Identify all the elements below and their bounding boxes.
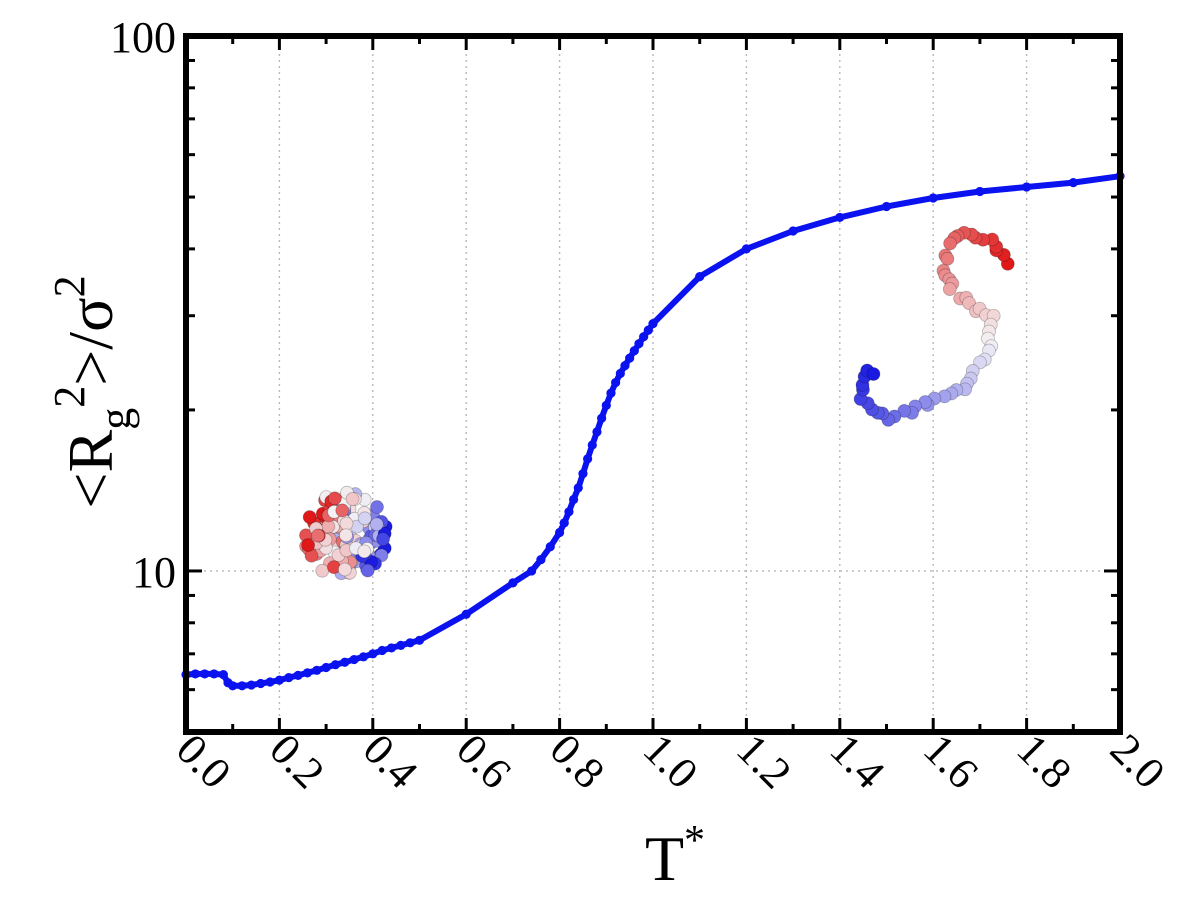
extended-polymer-inset	[853, 225, 1015, 427]
polymer-bead	[866, 367, 881, 381]
data-point	[508, 578, 518, 588]
polymer-bead	[337, 562, 352, 577]
data-point	[634, 339, 644, 349]
polymer-bead	[360, 563, 375, 578]
data-point	[302, 668, 313, 678]
data-point	[611, 377, 621, 388]
polymer-bead	[301, 538, 316, 552]
polymer-bead	[327, 491, 342, 506]
polymer-bead	[943, 236, 958, 251]
y-tick-labels: 10 100	[110, 13, 176, 597]
data-point	[256, 678, 266, 689]
data-point	[620, 361, 630, 371]
compact-polymer-inset	[299, 485, 393, 581]
data-point	[597, 413, 607, 423]
data-point	[321, 662, 331, 673]
data-point	[237, 681, 247, 691]
data-point	[559, 518, 569, 528]
data-point	[526, 566, 537, 576]
x-axis-title: T*	[645, 818, 705, 894]
polymer-bead	[345, 492, 360, 506]
polymer-bead	[357, 544, 372, 559]
data-point	[928, 193, 938, 203]
data-point	[629, 346, 639, 356]
data-point	[1022, 182, 1032, 192]
polymer-bead	[357, 511, 372, 526]
data-point	[564, 507, 574, 517]
polymer-bead	[973, 355, 987, 370]
data-point	[639, 332, 649, 342]
data-point	[536, 555, 546, 565]
data-point	[881, 201, 892, 212]
polymer-bead	[302, 510, 317, 524]
data-point	[209, 669, 219, 679]
data-point	[274, 675, 284, 685]
data-point	[648, 318, 658, 329]
data-point	[587, 440, 597, 450]
data-point	[643, 325, 653, 335]
data-point	[246, 680, 256, 690]
data-point	[569, 494, 579, 505]
data-point	[573, 483, 583, 493]
polymer-insets	[299, 225, 1015, 581]
data-point	[190, 669, 200, 679]
data-point	[788, 226, 798, 236]
polymer-bead	[335, 503, 350, 518]
data-point	[1068, 178, 1078, 188]
data-point	[835, 212, 845, 223]
data-point	[293, 670, 303, 680]
data-point	[368, 649, 378, 659]
data-point	[606, 388, 616, 398]
data-point	[386, 643, 397, 653]
polymer-bead	[370, 500, 384, 514]
y-tick-label: 100	[110, 13, 176, 62]
data-point	[265, 677, 275, 687]
data-point	[578, 469, 588, 479]
x-axis-title-sup: *	[684, 818, 705, 864]
data-point	[349, 654, 359, 665]
data-point	[741, 244, 752, 254]
data-point	[592, 427, 602, 437]
x-axis-title-main: T	[645, 823, 684, 894]
data-point	[405, 638, 415, 648]
y-tick-label: 10	[132, 548, 176, 597]
data-point	[975, 186, 985, 197]
data-point	[377, 645, 387, 656]
data-point	[218, 670, 228, 680]
data-point	[555, 527, 565, 538]
series	[181, 171, 1125, 691]
polymer-bead	[369, 517, 384, 532]
polymer-bead	[311, 528, 325, 543]
data-point	[330, 660, 341, 670]
data-point	[284, 672, 294, 683]
data-point	[601, 400, 611, 410]
data-point	[583, 454, 593, 464]
plot-frame	[183, 33, 1123, 735]
data-point	[340, 657, 350, 667]
data-point	[625, 353, 635, 363]
polymer-bead	[897, 404, 912, 418]
data-point	[615, 368, 625, 379]
polymer-bead	[942, 282, 957, 296]
polymer-bead	[339, 516, 354, 531]
data-point	[200, 669, 210, 679]
data-point	[545, 542, 555, 552]
data-point	[358, 652, 369, 662]
polymer-bead	[315, 563, 330, 578]
data-point	[396, 640, 406, 650]
polymer-bead	[339, 528, 353, 543]
data-point	[414, 635, 425, 645]
data-point	[695, 272, 705, 282]
data-point	[312, 665, 322, 675]
polymer-bead	[940, 251, 955, 266]
data-point	[461, 609, 471, 619]
data-point	[228, 681, 238, 691]
y-axis-title: <Rg2>/σ2	[45, 275, 140, 508]
polymer-bead	[376, 532, 390, 546]
